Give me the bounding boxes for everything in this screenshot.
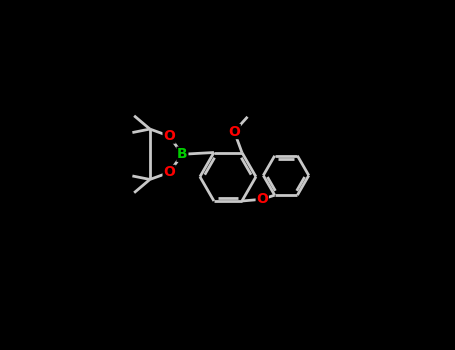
Text: O: O [163,129,175,143]
Text: O: O [163,166,175,180]
Text: O: O [228,125,240,139]
Text: O: O [256,192,268,206]
Text: B: B [177,147,188,161]
